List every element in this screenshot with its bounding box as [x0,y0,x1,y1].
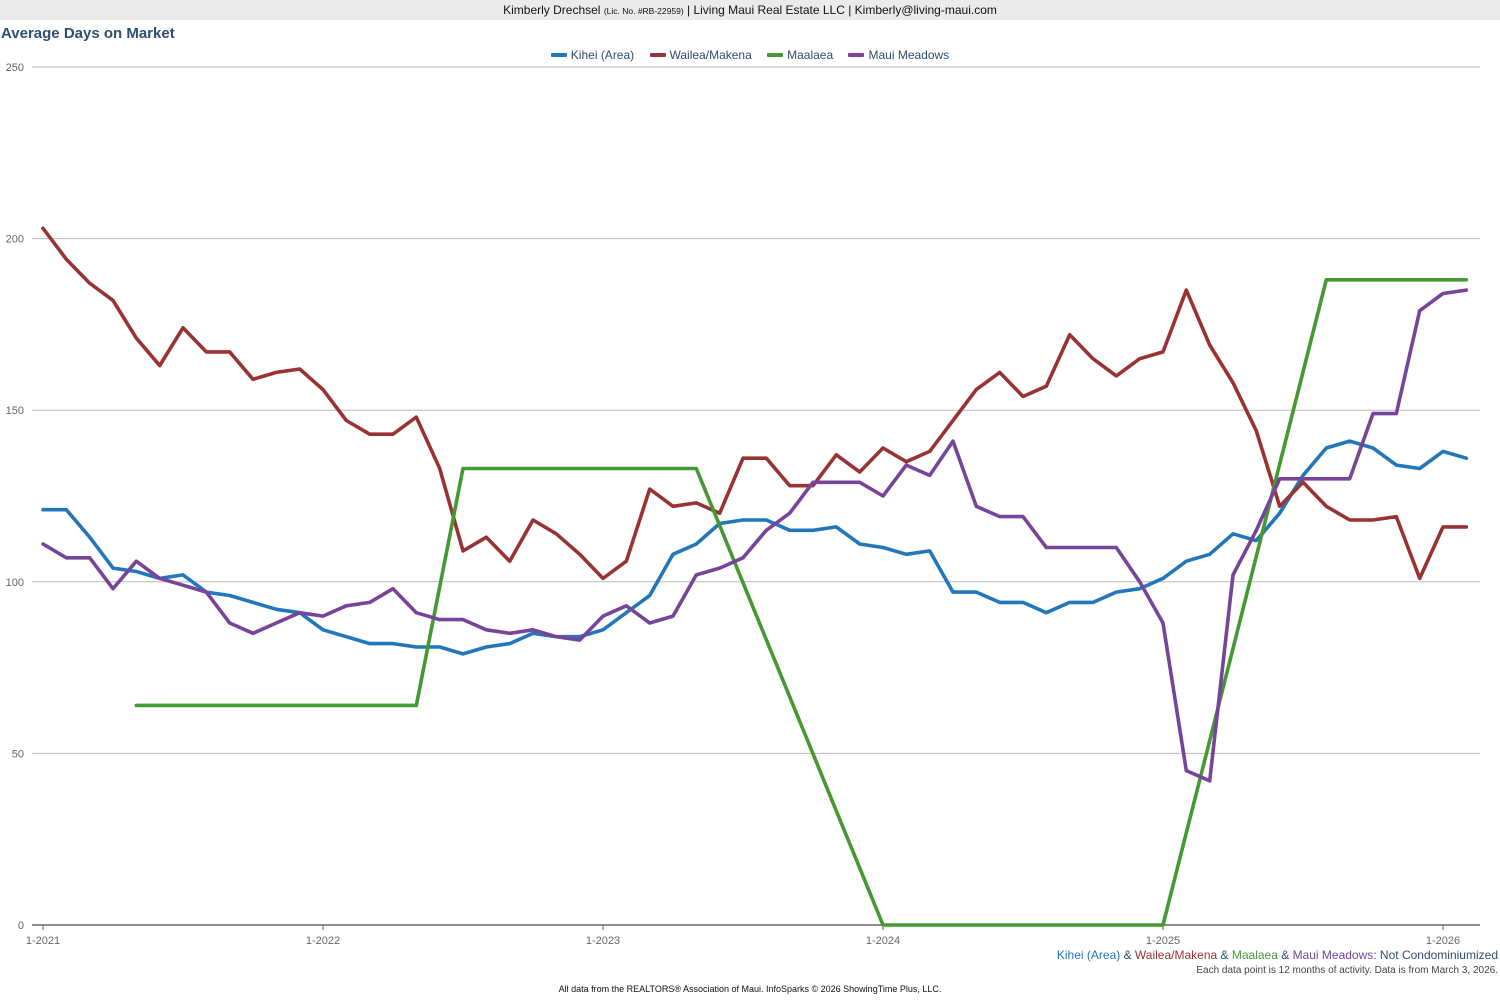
x-tick-label: 1-2026 [1426,935,1460,947]
series-caption: Kihei (Area) & Wailea/Makena & Maalaea &… [1057,948,1498,962]
legend-label-kihei: Kihei (Area) [570,48,635,62]
legend-item-wailea[interactable]: Wailea/Makena [649,48,752,62]
legend-swatch-wailea [649,53,666,57]
x-tick-label: 1-2025 [1146,935,1180,947]
y-tick-label: 50 [12,748,24,760]
y-tick-label: 150 [6,405,24,417]
legend-swatch-mauimeadows [848,53,865,57]
caption-mauimeadows: Maui Meadows [1292,948,1374,962]
report-header: Kimberly Drechsel (Lic. No. #RB-22959) |… [0,0,1500,20]
caption-amp-1: & [1120,948,1135,962]
legend-swatch-maalaea [767,53,784,57]
series-line-maalaea [134,277,1469,927]
caption-wailea: Wailea/Makena [1134,948,1218,962]
caption-maalaea: Maalaea [1231,948,1278,962]
series-line-kihei [41,439,1469,656]
caption-kihei: Kihei (Area) [1056,948,1121,962]
y-tick-label: 200 [6,234,24,246]
x-tick-label: 1-2024 [866,935,900,947]
series-line-wailea [41,226,1469,581]
caption-amp-2: & [1217,948,1232,962]
legend-item-maalaea[interactable]: Maalaea [767,48,833,62]
license-number: (Lic. No. #RB-22959) [603,6,684,16]
series-line-mauimeadows [41,288,1469,783]
agent-name: Kimberly Drechsel [503,3,601,17]
legend-item-kihei[interactable]: Kihei (Area) [550,48,635,62]
legend-label-mauimeadows: Maui Meadows [868,48,950,62]
chart-title: Average Days on Market [1,25,175,42]
legend-swatch-kihei [550,53,567,57]
x-tick-label: 1-2021 [26,935,60,947]
y-tick-label: 250 [6,62,24,74]
y-tick-label: 100 [6,577,24,589]
chart-legend: Kihei (Area) Wailea/Makena Maalaea Maui … [0,46,1500,62]
data-source: All data from the REALTORS® Association … [558,984,942,994]
brokerage-contact: | Living Maui Real Estate LLC | Kimberly… [687,3,997,17]
x-tick-label: 1-2022 [306,935,340,947]
caption-suffix: : Not Condominiumized [1373,948,1498,962]
legend-label-maalaea: Maalaea [787,48,834,62]
y-tick-label: 0 [18,920,24,932]
caption-amp-3: & [1277,948,1293,962]
x-tick-label: 1-2023 [586,935,620,947]
legend-label-wailea: Wailea/Makena [669,48,752,62]
data-note: Each data point is 12 months of activity… [1196,965,1498,976]
legend-item-mauimeadows[interactable]: Maui Meadows [848,48,949,62]
